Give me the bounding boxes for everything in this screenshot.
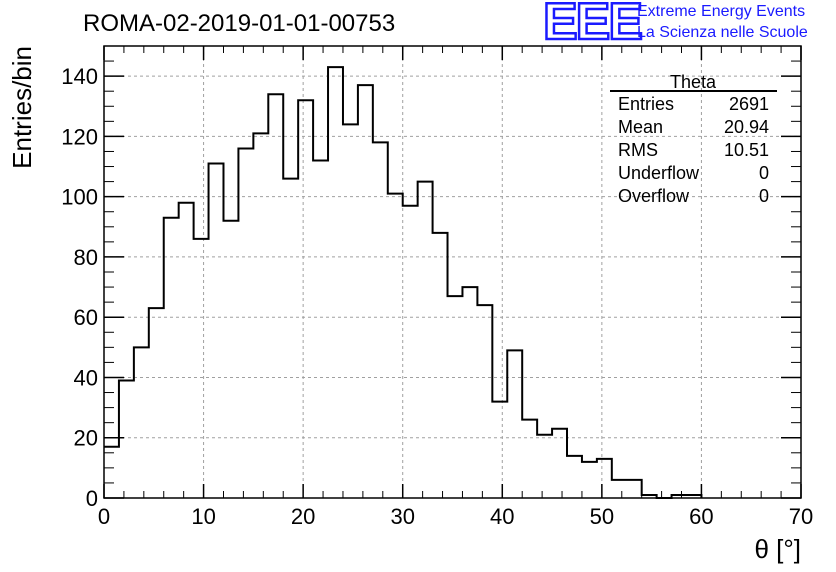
stats-value: 2691	[729, 94, 769, 114]
x-tick-label: 0	[98, 504, 110, 529]
y-tick-label: 20	[74, 426, 98, 451]
x-tick-labels: 0 10 20 30 40 50 60 70	[98, 504, 813, 529]
axis-ticks	[103, 45, 802, 499]
y-tick-label: 120	[61, 124, 98, 149]
x-tick-label: 30	[390, 504, 414, 529]
y-tick-label: 60	[74, 305, 98, 330]
logo-text-line2: La Scienza nelle Scuole	[637, 24, 808, 41]
stats-label: Entries	[618, 94, 674, 114]
stats-box-title: Theta	[670, 72, 717, 92]
x-tick-label: 40	[490, 504, 514, 529]
x-tick-label: 50	[590, 504, 614, 529]
y-tick-label: 140	[61, 64, 98, 89]
y-axis-label: Entries/bin	[7, 46, 37, 169]
x-tick-label: 60	[689, 504, 713, 529]
y-tick-labels: 0 20 40 60 80 100 120 140	[61, 64, 98, 511]
logo-text-line1: Extreme Energy Events	[637, 3, 806, 20]
stats-value: 0	[759, 186, 769, 206]
x-tick-label: 10	[191, 504, 215, 529]
stats-value: 20.94	[724, 117, 769, 137]
x-tick-label: 20	[291, 504, 315, 529]
x-axis-label: θ [°]	[754, 534, 801, 564]
stats-label: Underflow	[618, 163, 700, 183]
grid-lines	[104, 46, 801, 498]
x-tick-label: 70	[789, 504, 813, 529]
stats-label: Mean	[618, 117, 663, 137]
stats-label: RMS	[618, 140, 658, 160]
stats-rows: Entries 2691 Mean 20.94 RMS 10.51 Underflow 0 Ov…	[618, 94, 769, 206]
stats-box: Theta Entries 2691 Mean 20.94 RMS 10.51 Underf…	[610, 72, 777, 206]
stats-value: 10.51	[724, 140, 769, 160]
stats-label: Overflow	[618, 186, 690, 206]
run-title: ROMA-02-2019-01-01-00753	[83, 10, 396, 37]
y-tick-label: 80	[74, 245, 98, 270]
histogram-step-line	[104, 66, 703, 499]
eee-logo: EEE	[542, 0, 645, 51]
y-tick-label: 0	[86, 486, 98, 511]
y-tick-label: 40	[74, 365, 98, 390]
plot-frame	[103, 45, 802, 499]
stats-value: 0	[759, 163, 769, 183]
y-tick-label: 100	[61, 185, 98, 210]
